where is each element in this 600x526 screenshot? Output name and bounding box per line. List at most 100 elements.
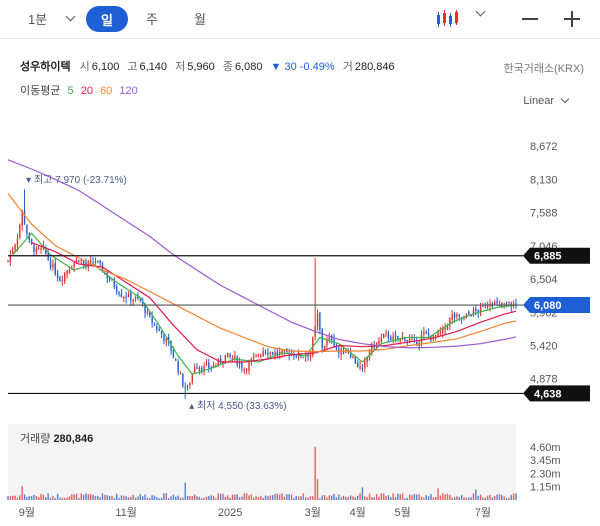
volume-bar [404,498,406,500]
volume-bar [35,495,38,500]
zoom-out-icon[interactable] [522,18,538,20]
volume-bar [212,495,215,500]
volume-bar [366,497,368,500]
high-label: 고 [127,61,138,73]
x-tick-label: 7월 [475,506,491,519]
candle-body [73,262,75,267]
candle-body [14,244,16,250]
candle-body [352,356,354,358]
x-tick-label: 5월 [394,506,410,519]
candle-body [302,356,305,358]
volume-label: 거 [342,61,353,73]
low-label: 저 [175,61,186,73]
candle-body [484,307,486,309]
volume-bar [71,494,73,500]
volume-bar [42,494,45,500]
close-value: 6,080 [234,61,263,73]
y-tick-label: 7,588 [530,208,558,220]
volume-bar [210,495,212,500]
tab-monthly[interactable]: 월 [194,12,206,27]
candle-body [250,358,253,362]
candle-body [210,366,212,368]
tab-daily[interactable]: 일 [86,6,128,32]
volume-bar [300,496,302,500]
volume-bar [30,495,33,500]
ma-legend-label: 이동평균 [20,85,61,97]
low-annotation: ▴ 최저 4,550 (33.63%) [189,400,286,412]
candle-body [139,298,142,301]
candle-body [295,355,297,357]
volume-bar [486,495,489,500]
volume-tick-label: 2.30m [530,468,561,480]
volume-bar [479,494,482,500]
candle-body [146,311,149,314]
candlestick-chart-icon[interactable] [436,10,460,28]
candle-body [472,309,475,316]
candle-body [42,245,45,247]
volume-bar [101,493,104,500]
candle-body [153,324,156,326]
volume-bar [361,487,364,500]
volume-bar [371,496,373,500]
volume-bar [229,497,231,500]
volume-bar [491,497,494,500]
volume-bar [494,495,496,500]
volume-bar [406,498,409,500]
volume-bar [302,493,305,500]
volume-bar [111,495,113,500]
volume-bar [54,498,56,500]
candle-body [89,260,92,263]
interval-select[interactable]: 1분 [28,9,76,28]
candle-body [420,335,423,343]
candle-body [120,293,123,298]
volume-bar [241,496,243,500]
volume-bar [215,498,217,500]
candle-body [177,361,179,373]
volume-bar [368,493,371,500]
volume-bar [347,496,349,500]
candle-body [9,254,12,263]
candle-body [503,303,505,305]
y-tick-label: 5,420 [530,340,558,352]
volume-bar [139,493,142,500]
candle-body [468,311,470,315]
x-tick-label: 9월 [19,506,35,519]
volume-bar [191,496,194,500]
volume-bar [328,495,331,500]
volume-bar [134,497,137,500]
volume-bar [68,496,71,500]
candle-body [163,335,165,341]
candle-body [515,303,517,305]
candle-body [21,210,23,226]
candle-body [293,354,295,357]
candle-body [113,279,116,288]
candle-body [253,356,255,359]
candle-body [182,373,184,387]
candle-body [54,263,56,275]
candle-body [269,352,271,354]
volume-bar [321,495,323,500]
volume-bar [7,495,9,500]
volume-bar [255,495,257,500]
volume-bar [59,497,61,500]
volume-bar [444,494,446,500]
volume-bar [144,494,146,500]
volume-bar [307,497,309,500]
volume-bar [489,494,491,500]
candle-body [456,314,458,317]
candle-body [264,352,267,354]
x-tick-label: 11월 [115,506,137,519]
open-label: 시 [79,61,90,73]
candle-body [385,331,387,333]
volume-bar [61,497,64,500]
volume-bar [106,495,108,500]
candle-body [108,277,111,281]
tab-weekly[interactable]: 주 [146,12,158,27]
candle-body [231,358,234,360]
candle-body [439,331,442,333]
volume-bar [89,493,92,500]
candle-body [479,306,482,314]
candle-body [160,330,163,335]
scale-select[interactable]: Linear [523,94,570,107]
